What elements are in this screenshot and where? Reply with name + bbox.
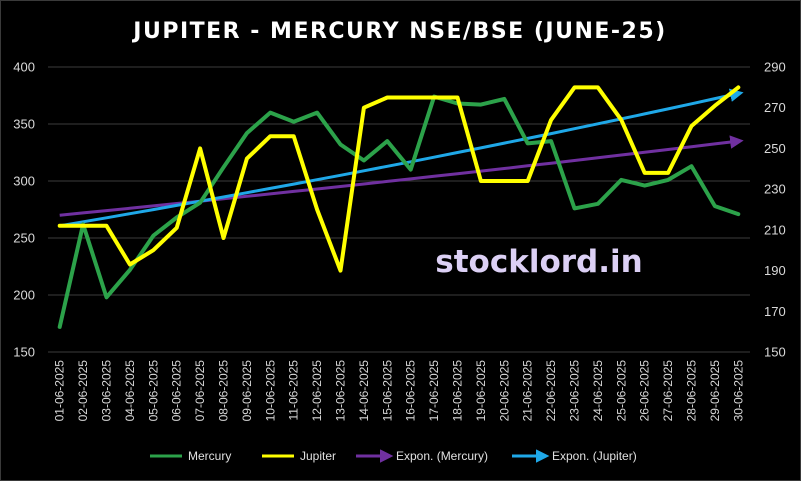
right-y-axis: 150 170 190 210 230 250 270 290 [764,60,786,360]
left-y-axis: 150 200 250 300 350 400 [13,60,35,360]
right-tick-label: 230 [764,182,786,197]
x-tick-label: 23-06-2025 [568,360,582,422]
left-tick-label: 200 [13,288,35,303]
x-tick-label: 27-06-2025 [661,360,675,422]
legend-label: Expon. (Jupiter) [552,449,637,463]
x-tick-label: 16-06-2025 [404,360,418,422]
right-tick-label: 270 [764,100,786,115]
x-tick-label: 17-06-2025 [427,360,441,422]
x-tick-label: 05-06-2025 [146,360,160,422]
x-tick-label: 11-06-2025 [287,360,301,421]
x-tick-label: 04-06-2025 [123,360,137,422]
watermark-text: stocklord.in [435,244,642,280]
x-tick-label: 02-06-2025 [76,360,90,422]
right-tick-label: 170 [764,304,786,319]
x-axis: 01-06-2025 02-06-2025 03-06-2025 04-06-2025… [53,360,746,422]
right-tick-label: 210 [764,222,786,237]
x-tick-label: 20-06-2025 [497,360,511,422]
right-tick-label: 150 [764,345,786,360]
x-tick-label: 26-06-2025 [638,360,652,422]
right-tick-label: 190 [764,263,786,278]
chart-title: JUPITER - MERCURY NSE/BSE (JUNE-25) [131,19,666,44]
left-tick-label: 350 [13,117,35,132]
x-tick-label: 13-06-2025 [334,360,348,422]
x-tick-label: 22-06-2025 [544,360,558,422]
x-tick-label: 30-06-2025 [731,360,745,422]
x-tick-label: 29-06-2025 [708,360,722,422]
x-tick-label: 08-06-2025 [217,360,231,422]
x-tick-label: 14-06-2025 [357,360,371,422]
left-tick-label: 400 [13,60,35,75]
x-tick-label: 28-06-2025 [685,360,699,422]
x-tick-label: 03-06-2025 [100,360,114,422]
trendline-mercury [59,135,744,217]
left-tick-label: 250 [13,231,35,246]
right-tick-label: 290 [764,60,786,75]
x-tick-label: 18-06-2025 [451,360,465,422]
x-tick-label: 19-06-2025 [474,360,488,422]
x-tick-label: 12-06-2025 [310,360,324,422]
trendlines [59,88,744,228]
x-tick-label: 25-06-2025 [614,360,628,422]
x-tick-label: 10-06-2025 [263,360,277,422]
left-tick-label: 150 [13,345,35,360]
legend-label: Mercury [188,449,231,463]
legend: Mercury Jupiter Expon. (Mercury) Expon. (Ju… [150,449,637,463]
series-line-mercury [57,94,741,329]
series-line-jupiter [57,85,741,273]
x-tick-label: 07-06-2025 [193,360,207,422]
series-lines [57,85,741,329]
x-tick-label: 06-06-2025 [170,360,184,422]
x-tick-label: 15-06-2025 [380,360,394,422]
x-tick-label: 24-06-2025 [591,360,605,422]
x-tick-label: 21-06-2025 [521,360,535,422]
legend-label: Expon. (Mercury) [396,449,488,463]
left-tick-label: 300 [13,174,35,189]
x-tick-label: 09-06-2025 [240,360,254,422]
trendline-jupiter [59,88,744,228]
x-tick-label: 01-06-2025 [53,360,67,422]
legend-label: Jupiter [300,449,336,463]
right-tick-label: 250 [764,141,786,156]
